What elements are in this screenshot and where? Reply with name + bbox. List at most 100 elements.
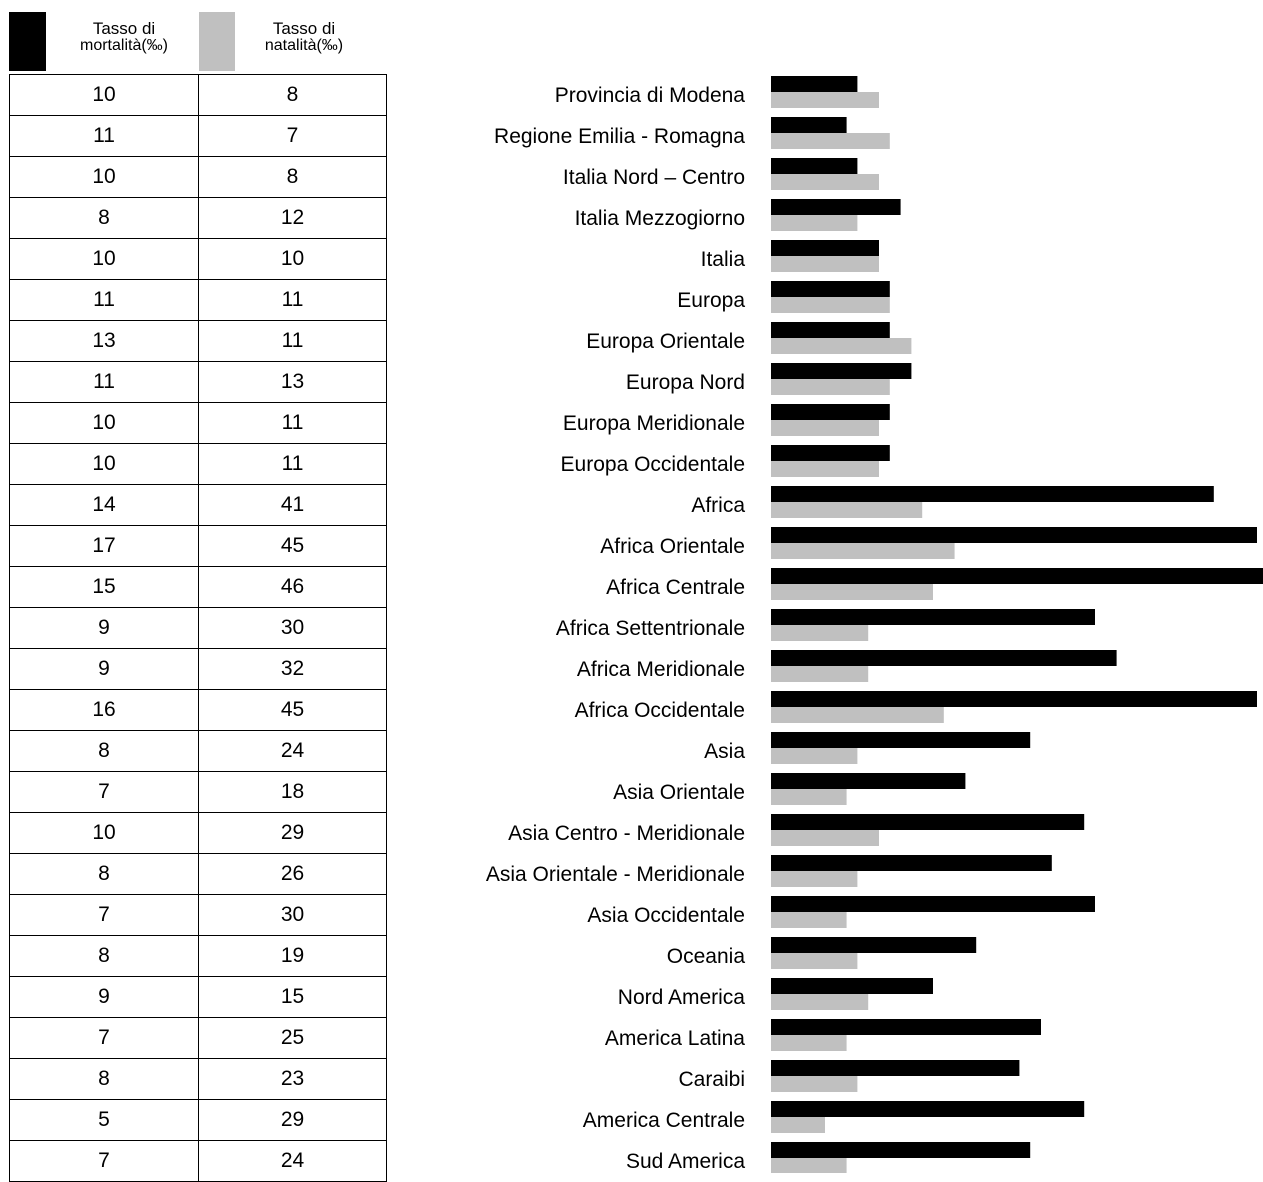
mortality-cell: 11 <box>9 361 198 403</box>
bar-natality <box>771 1142 1031 1158</box>
bar-mortality <box>771 338 912 354</box>
category-label: Africa Centrale <box>606 575 745 599</box>
bar-natality <box>771 363 912 379</box>
natality-cell: 8 <box>198 74 387 116</box>
category-label: Africa Settentrionale <box>555 616 745 640</box>
bar-mortality <box>771 1076 858 1092</box>
bar-mortality <box>771 707 944 723</box>
natality-cell: 7 <box>198 115 387 157</box>
category-label: Europa Orientale <box>586 329 745 353</box>
bar-mortality <box>771 789 847 805</box>
mortality-cell: 17 <box>9 525 198 567</box>
natality-header-line1: Tasso di <box>272 19 336 38</box>
bar-natality <box>771 1101 1085 1117</box>
mortality-header-line1: Tasso di <box>92 19 156 38</box>
bar-natality <box>771 855 1052 871</box>
mortality-cell: 8 <box>9 1058 198 1100</box>
bar-mortality <box>771 1035 847 1051</box>
bar-natality <box>771 937 977 953</box>
bar-mortality <box>771 297 890 313</box>
mortality-cell: 9 <box>9 607 198 649</box>
bar-mortality <box>771 1117 825 1133</box>
mortality-cell: 8 <box>9 197 198 239</box>
category-label: Africa Meridionale <box>576 657 745 681</box>
category-label: Europa <box>677 288 745 312</box>
mortality-cell: 7 <box>9 1017 198 1059</box>
mortality-cell: 5 <box>9 1099 198 1141</box>
category-label: Asia Occidentale <box>587 903 745 927</box>
category-label: Africa <box>691 493 745 517</box>
natality-cell: 32 <box>198 648 387 690</box>
natality-cell: 23 <box>198 1058 387 1100</box>
mortality-cell: 10 <box>9 812 198 854</box>
natality-cell: 19 <box>198 935 387 977</box>
category-label: Caraibi <box>678 1067 745 1091</box>
category-label: Europa Occidentale <box>560 452 745 476</box>
bar-natality <box>771 978 933 994</box>
category-label: Regione Emilia - Romagna <box>494 124 745 148</box>
bar-mortality <box>771 543 955 559</box>
natality-cell: 18 <box>198 771 387 813</box>
bar-mortality <box>771 420 879 436</box>
category-label: America Centrale <box>582 1108 745 1132</box>
natality-cell: 13 <box>198 361 387 403</box>
mortality-cell: 8 <box>9 730 198 772</box>
bar-mortality <box>771 174 879 190</box>
natality-cell: 10 <box>198 238 387 280</box>
natality-legend-swatch <box>199 12 235 71</box>
bar-natality <box>771 896 1095 912</box>
natality-cell: 15 <box>198 976 387 1018</box>
category-label: America Latina <box>604 1026 745 1050</box>
bar-mortality <box>771 92 879 108</box>
bar-natality <box>771 1019 1041 1035</box>
bar-natality <box>771 814 1085 830</box>
natality-cell: 24 <box>198 730 387 772</box>
natality-cell: 12 <box>198 197 387 239</box>
category-label: Africa Occidentale <box>574 698 745 722</box>
bar-mortality <box>771 625 869 641</box>
bar-mortality <box>771 256 879 272</box>
bar-mortality <box>771 1158 847 1173</box>
natality-cell: 46 <box>198 566 387 608</box>
natality-cell: 8 <box>198 156 387 198</box>
bar-mortality <box>771 133 890 149</box>
natality-cell: 45 <box>198 689 387 731</box>
category-label: Africa Orientale <box>600 534 745 558</box>
category-label: Asia Orientale <box>613 780 745 804</box>
bar-mortality <box>771 215 858 231</box>
bar-natality <box>771 486 1214 502</box>
bar-mortality <box>771 461 879 477</box>
bar-natality <box>771 650 1117 666</box>
category-label: Nord America <box>617 985 745 1009</box>
bar-natality <box>771 281 890 297</box>
category-label: Italia Nord – Centro <box>562 165 745 189</box>
natality-cell: 29 <box>198 812 387 854</box>
category-label: Asia Orientale - Meridionale <box>485 862 745 886</box>
bar-natality <box>771 773 966 789</box>
natality-cell: 11 <box>198 320 387 362</box>
category-label: Sud America <box>625 1149 745 1173</box>
bar-natality <box>771 199 901 215</box>
category-label: Italia Mezzogiorno <box>574 206 745 230</box>
mortality-cell: 14 <box>9 484 198 526</box>
natality-cell: 11 <box>198 443 387 485</box>
mortality-header-line2: mortalità(‰) <box>79 36 168 54</box>
mortality-cell: 13 <box>9 320 198 362</box>
category-label: Provincia di Modena <box>554 83 745 107</box>
bar-natality <box>771 76 858 92</box>
bar-mortality <box>771 871 858 887</box>
mortality-cell: 10 <box>9 443 198 485</box>
bar-natality <box>771 691 1257 707</box>
bar-natality <box>771 158 858 174</box>
category-label: Italia <box>700 247 745 271</box>
mortality-cell: 10 <box>9 402 198 444</box>
bar-mortality <box>771 748 858 764</box>
bar-natality <box>771 1060 1020 1076</box>
natality-cell: 11 <box>198 279 387 321</box>
natality-cell: 11 <box>198 402 387 444</box>
bar-mortality <box>771 953 858 969</box>
natality-cell: 30 <box>198 894 387 936</box>
bar-natality <box>771 322 890 338</box>
natality-cell: 45 <box>198 525 387 567</box>
